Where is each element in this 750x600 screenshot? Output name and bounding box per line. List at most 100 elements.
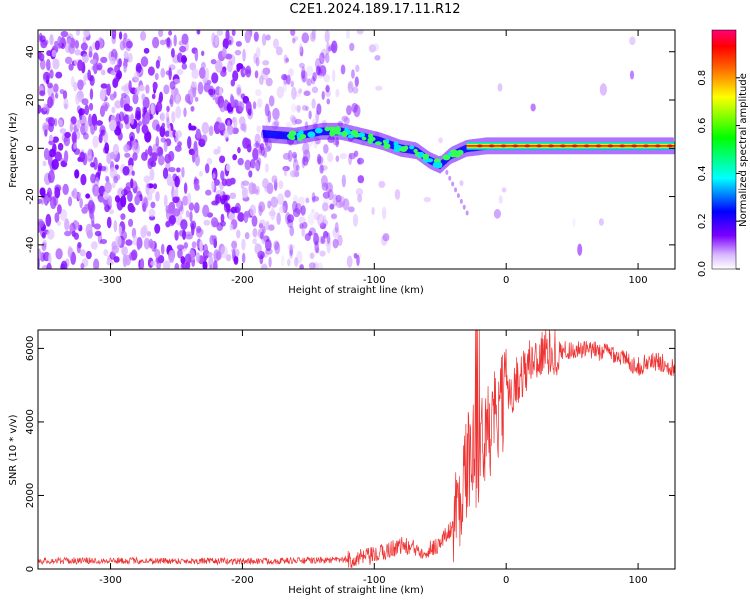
spectrogram-cell — [92, 184, 100, 197]
spectrogram-cell — [332, 69, 336, 82]
ridge-tail — [465, 210, 469, 216]
spectrogram-cell — [225, 254, 232, 262]
spectrogram-cell — [117, 187, 125, 198]
spectrogram-cell — [53, 83, 59, 93]
spectrogram-cell — [264, 238, 272, 252]
spectrogram-cell — [122, 254, 128, 268]
spectrogram-cell — [227, 101, 231, 114]
spectrogram-cell — [256, 157, 262, 166]
ridge-peak — [512, 144, 519, 148]
spectrogram-cell — [289, 244, 293, 256]
spectrogram-cell — [225, 163, 231, 172]
spectrogram-cell — [319, 222, 327, 230]
spectrogram-cell — [299, 264, 304, 269]
spectrogram-cell — [268, 210, 276, 217]
spectrogram-cell — [54, 186, 61, 199]
spectrogram-cell — [54, 212, 60, 223]
ridge-tail — [445, 169, 449, 175]
spectrogram-cell — [245, 65, 252, 78]
colorbar: 0.0 0.2 0.4 0.6 0.8 Normalized spectral ampl… — [697, 29, 749, 277]
spectrogram-ytick-label: 40 — [25, 45, 36, 58]
spectrogram-cell — [129, 131, 135, 142]
spectrogram-cell — [109, 56, 116, 66]
spectrogram-cell — [238, 101, 245, 112]
spectrogram-cell — [74, 169, 80, 179]
spectrogram-cell — [88, 50, 93, 58]
spectrogram-cell — [255, 140, 259, 149]
spectrogram-cell — [195, 252, 201, 263]
spectrogram-cell — [227, 119, 231, 132]
ridge-blob — [290, 136, 296, 141]
spectrogram-cell — [302, 74, 306, 84]
snr-xtick-label: 0 — [503, 575, 509, 586]
ridge-blob — [426, 158, 434, 163]
spectrogram-cell — [346, 105, 352, 116]
snr-xtick-label: -200 — [231, 575, 254, 586]
spectrogram-ytick-label: 20 — [25, 94, 36, 107]
spectrogram-cell — [146, 230, 152, 237]
spectrogram-cell — [189, 62, 197, 71]
spectrogram-cell — [232, 154, 238, 161]
spectrogram-cell — [302, 221, 308, 229]
spectrogram-cell — [99, 88, 106, 102]
spectrogram-cell — [340, 64, 346, 75]
spectrogram-cell — [305, 197, 310, 204]
spectrogram-cell — [459, 180, 464, 187]
spectrogram-cell — [301, 66, 306, 79]
spectrogram-cell — [201, 134, 208, 143]
spectrogram-cell — [166, 116, 170, 129]
spectrogram-cell — [301, 32, 310, 44]
spectrogram-cell — [299, 42, 303, 53]
spectrogram-cell — [93, 258, 100, 269]
spectrogram-cell — [381, 206, 387, 220]
spectrogram-cell — [46, 229, 55, 240]
spectrogram-cell — [132, 93, 139, 105]
spectrogram-cell — [215, 251, 222, 261]
spectrogram-cell — [81, 98, 89, 106]
spectrogram-cell — [282, 152, 291, 160]
spectrogram-cell — [188, 122, 192, 131]
spectrogram-cell — [67, 245, 73, 259]
spectrogram-cell — [320, 236, 326, 245]
spectrogram-cell — [231, 240, 238, 249]
spectrogram-cell — [168, 214, 177, 225]
spectrogram-cell — [100, 83, 108, 89]
ridge-blob — [307, 131, 316, 138]
spectrogram-cell — [151, 93, 156, 100]
spectrogram-cell — [103, 249, 109, 257]
spectrogram-cell — [106, 216, 112, 229]
ridge-blob — [347, 134, 355, 139]
spectrogram-cell — [194, 49, 199, 62]
spectrogram-cell — [201, 122, 210, 135]
spectrogram-cell — [202, 204, 210, 218]
spectrogram-cell — [198, 67, 206, 79]
spectrogram-cell — [57, 142, 64, 151]
spectrogram-cell — [43, 148, 50, 161]
spectrogram-cell — [154, 223, 161, 234]
spectrogram-cell — [128, 80, 132, 92]
spectrogram-cell — [158, 91, 164, 103]
spectrogram-cell — [85, 250, 92, 260]
spectrogram-cell — [132, 142, 140, 155]
spectrogram-cell — [326, 42, 330, 55]
spectrogram-cell — [353, 104, 361, 118]
spectrogram-cell — [493, 209, 502, 219]
spectrogram-cell — [311, 192, 316, 204]
spectrogram-cell — [180, 256, 186, 264]
spectrogram-cell — [54, 92, 59, 99]
spectrogram-cell — [145, 84, 150, 94]
spectrogram-cell — [255, 88, 262, 97]
spectrogram-cell — [114, 195, 121, 203]
spectrogram-cell — [313, 261, 319, 269]
ridge-peak — [488, 144, 495, 148]
spectrogram-cell — [302, 141, 310, 155]
colorbar-tick-label: 0.2 — [697, 213, 708, 229]
spectrogram-cell — [229, 223, 234, 231]
spectrogram-cell — [237, 212, 245, 222]
snr-frame — [37, 329, 676, 570]
spectrogram-cell — [67, 196, 73, 207]
spectrogram-cell — [236, 86, 241, 96]
spectrogram-cell — [356, 157, 365, 165]
spectrogram-cell — [252, 101, 257, 110]
spectrogram-cell — [107, 195, 113, 206]
